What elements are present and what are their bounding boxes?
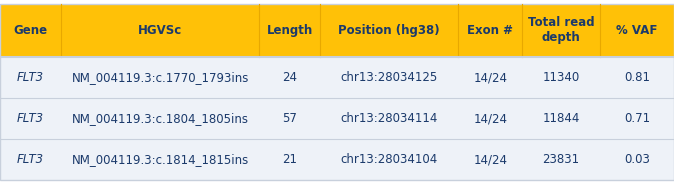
Text: Gene: Gene — [13, 24, 47, 37]
Text: 11844: 11844 — [543, 112, 580, 125]
Text: 57: 57 — [282, 112, 297, 125]
Text: 24: 24 — [282, 71, 297, 84]
Text: 14/24: 14/24 — [473, 153, 508, 166]
Bar — [0, 57, 674, 98]
Text: 14/24: 14/24 — [473, 112, 508, 125]
Text: FLT3: FLT3 — [17, 112, 44, 125]
Text: % VAF: % VAF — [616, 24, 658, 37]
Bar — [0, 4, 674, 57]
Text: NM_004119.3:c.1804_1805ins: NM_004119.3:c.1804_1805ins — [71, 112, 249, 125]
Bar — [0, 98, 674, 139]
Text: chr13:28034125: chr13:28034125 — [340, 71, 438, 84]
Text: FLT3: FLT3 — [17, 153, 44, 166]
Text: 0.71: 0.71 — [624, 112, 650, 125]
Text: Total read
depth: Total read depth — [528, 17, 594, 44]
Text: NM_004119.3:c.1814_1815ins: NM_004119.3:c.1814_1815ins — [71, 153, 249, 166]
Text: Length: Length — [267, 24, 313, 37]
Text: 0.03: 0.03 — [624, 153, 650, 166]
Text: Position (hg38): Position (hg38) — [338, 24, 440, 37]
Text: chr13:28034104: chr13:28034104 — [340, 153, 438, 166]
Text: 23831: 23831 — [543, 153, 580, 166]
Text: FLT3: FLT3 — [17, 71, 44, 84]
Text: 21: 21 — [282, 153, 297, 166]
Text: HGVSc: HGVSc — [138, 24, 182, 37]
Text: 14/24: 14/24 — [473, 71, 508, 84]
Text: Exon #: Exon # — [467, 24, 514, 37]
Text: NM_004119.3:c.1770_1793ins: NM_004119.3:c.1770_1793ins — [71, 71, 249, 84]
Bar — [0, 139, 674, 180]
Text: 11340: 11340 — [543, 71, 580, 84]
Text: chr13:28034114: chr13:28034114 — [340, 112, 438, 125]
Text: 0.81: 0.81 — [624, 71, 650, 84]
